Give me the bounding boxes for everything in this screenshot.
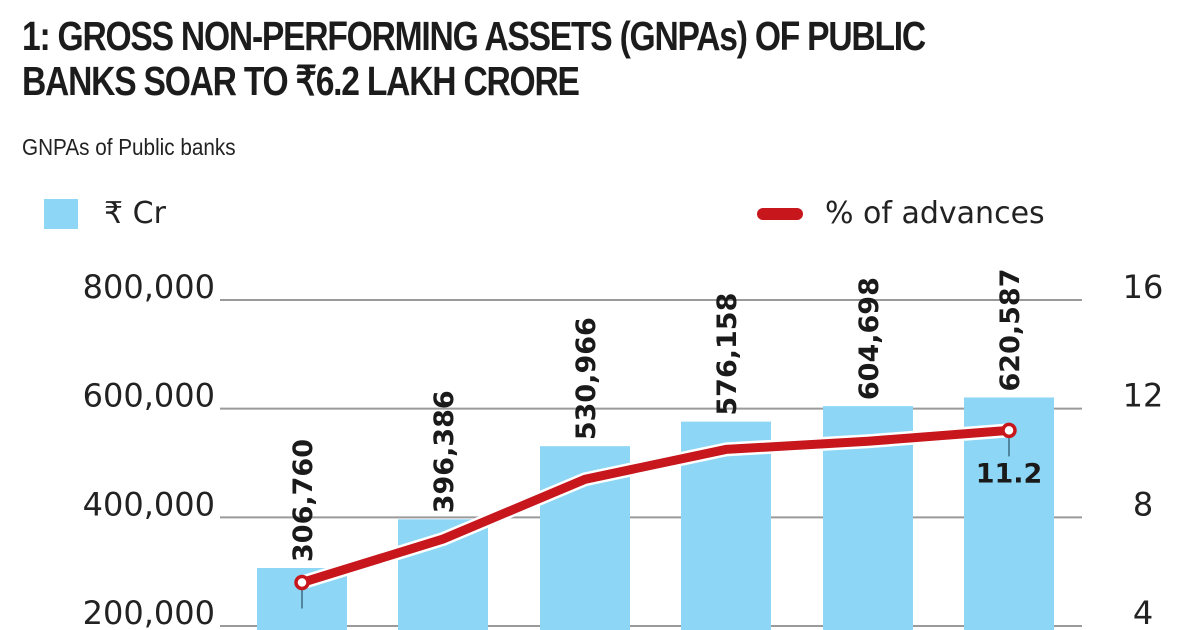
line-value-label: 11.2 <box>976 458 1043 489</box>
chart-subtitle: GNPAs of Public banks <box>22 134 236 160</box>
y-axis-right-tick-label: 8 <box>1133 485 1153 523</box>
y-axis-right-tick-label: 16 <box>1123 268 1164 306</box>
line-series <box>294 422 1017 609</box>
axes: 200,000 400,000 600,000 800,000 4 8 12 16 <box>83 268 1164 630</box>
line-point <box>1001 422 1017 439</box>
y-axis-left-tick-label: 200,000 <box>83 594 215 630</box>
bar-value-label: 306,760 <box>288 439 319 562</box>
legend-item-line: % of advances <box>757 196 1045 231</box>
chart-title-line-1: 1: GROSS NON-PERFORMING ASSETS (GNPAs) O… <box>22 13 926 59</box>
bar-value-label: 396,386 <box>429 390 460 513</box>
y-axis-right-tick-label: 4 <box>1133 594 1153 630</box>
chart-title-line-2: BANKS SOAR TO ₹6.2 LAKH CRORE <box>22 58 580 104</box>
line-point <box>294 574 310 591</box>
bar-value-label: 620,587 <box>995 268 1026 391</box>
legend-label-bars: ₹ Cr <box>104 196 166 231</box>
bar-value-label: 530,966 <box>571 317 602 440</box>
line-swatch-icon <box>757 207 803 220</box>
line-path <box>297 425 1014 588</box>
chart-title: 1: GROSS NON-PERFORMING ASSETS (GNPAs) O… <box>22 14 973 104</box>
data-labels: 306,760 396,386 530,966 576,158 604,698 620,5… <box>288 268 1042 561</box>
gridlines <box>220 299 1082 627</box>
y-axis-left-tick-label: 400,000 <box>83 485 215 523</box>
legend-label-line: % of advances <box>825 196 1045 231</box>
legend-item-bars: ₹ Cr <box>44 196 166 231</box>
square-swatch-icon <box>44 198 78 229</box>
y-axis-right-tick-label: 12 <box>1123 377 1164 415</box>
y-axis-left-tick-label: 800,000 <box>83 268 215 306</box>
bar-value-label: 576,158 <box>712 293 743 416</box>
bar-value-label: 604,698 <box>854 277 885 400</box>
y-axis-left-tick-label: 600,000 <box>83 377 215 415</box>
